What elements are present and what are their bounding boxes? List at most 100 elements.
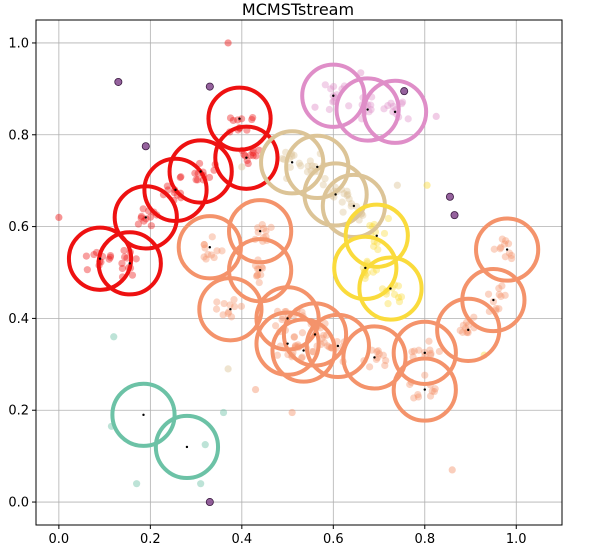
data-point <box>426 392 435 400</box>
data-point <box>137 214 145 222</box>
x-tick-label: 1.0 <box>506 532 527 547</box>
data-point <box>373 354 382 362</box>
micro-cluster-center <box>373 356 376 359</box>
data-points <box>55 39 516 507</box>
data-point <box>204 250 212 258</box>
data-point <box>347 202 355 210</box>
data-point <box>246 151 254 159</box>
micro-cluster-center <box>199 170 202 173</box>
micro-cluster-center <box>128 262 131 265</box>
data-point <box>380 105 388 113</box>
data-point <box>367 101 375 109</box>
data-point <box>489 298 498 306</box>
data-point <box>504 240 513 248</box>
x-tick-label: 0.4 <box>231 532 252 547</box>
data-point <box>502 237 510 245</box>
micro-cluster-circle <box>259 129 326 196</box>
data-point <box>253 271 262 279</box>
data-point <box>327 85 335 93</box>
data-point <box>366 221 374 230</box>
data-point <box>226 114 235 122</box>
data-point <box>410 394 418 402</box>
data-point <box>120 253 129 261</box>
micro-cluster-center <box>98 257 102 260</box>
data-point <box>306 157 314 165</box>
data-point <box>202 255 210 263</box>
data-point <box>414 390 422 399</box>
data-point <box>367 106 375 114</box>
micro-cluster-center <box>229 308 232 311</box>
data-point <box>290 333 298 341</box>
micro-cluster-center <box>302 349 305 352</box>
data-point <box>195 159 204 168</box>
data-point <box>249 152 257 160</box>
data-point <box>495 284 503 292</box>
micro-cluster-circle <box>391 319 458 386</box>
y-tick-label: 1.0 <box>8 36 29 51</box>
data-point <box>370 242 378 250</box>
y-tick-label: 0.6 <box>8 220 29 235</box>
data-point <box>384 300 392 308</box>
data-point <box>389 102 397 110</box>
data-point <box>430 387 438 396</box>
data-point <box>226 301 234 309</box>
data-point <box>118 264 126 273</box>
data-point <box>431 385 439 393</box>
data-point <box>110 333 118 341</box>
data-point <box>273 351 282 359</box>
data-point <box>414 393 423 401</box>
micro-cluster-center <box>375 234 378 237</box>
data-point <box>501 253 509 261</box>
data-point <box>139 205 147 213</box>
data-point <box>133 480 141 488</box>
data-point <box>260 224 268 233</box>
data-point <box>194 176 202 184</box>
data-point <box>393 181 401 189</box>
data-point <box>344 190 352 199</box>
data-point <box>230 302 239 311</box>
data-point <box>389 108 397 116</box>
data-point <box>123 254 131 262</box>
data-point <box>382 356 390 365</box>
data-point <box>254 224 262 232</box>
data-point <box>384 214 393 223</box>
data-point <box>224 39 232 47</box>
data-point <box>240 150 248 159</box>
micro-cluster-center <box>332 94 335 97</box>
data-point <box>427 349 435 357</box>
data-point <box>220 299 228 308</box>
data-point <box>205 173 214 182</box>
data-point <box>213 298 221 306</box>
data-point <box>252 152 260 160</box>
data-point <box>230 296 238 304</box>
data-point <box>329 98 337 106</box>
data-point <box>201 244 209 252</box>
data-point <box>507 254 516 263</box>
micro-cluster-center <box>313 333 317 336</box>
micro-cluster-circle <box>332 234 399 302</box>
data-point <box>345 195 353 203</box>
data-point <box>343 191 351 200</box>
data-point <box>237 302 245 310</box>
data-point <box>410 347 418 355</box>
data-point <box>218 247 226 255</box>
axes-frame <box>35 19 563 526</box>
data-point <box>373 348 381 356</box>
data-point <box>395 298 404 306</box>
data-point <box>397 293 406 301</box>
data-point <box>82 252 90 260</box>
data-point <box>278 154 286 163</box>
data-point <box>320 331 328 339</box>
micro-cluster-circle <box>300 62 367 129</box>
data-point <box>343 187 351 195</box>
data-point <box>290 333 298 341</box>
data-point <box>210 253 218 262</box>
data-point <box>224 365 232 373</box>
outlier-point <box>445 192 454 201</box>
data-point <box>297 162 305 170</box>
data-point <box>213 247 221 255</box>
micro-cluster-circle <box>343 202 410 269</box>
data-point <box>118 259 126 267</box>
data-point <box>304 162 312 170</box>
